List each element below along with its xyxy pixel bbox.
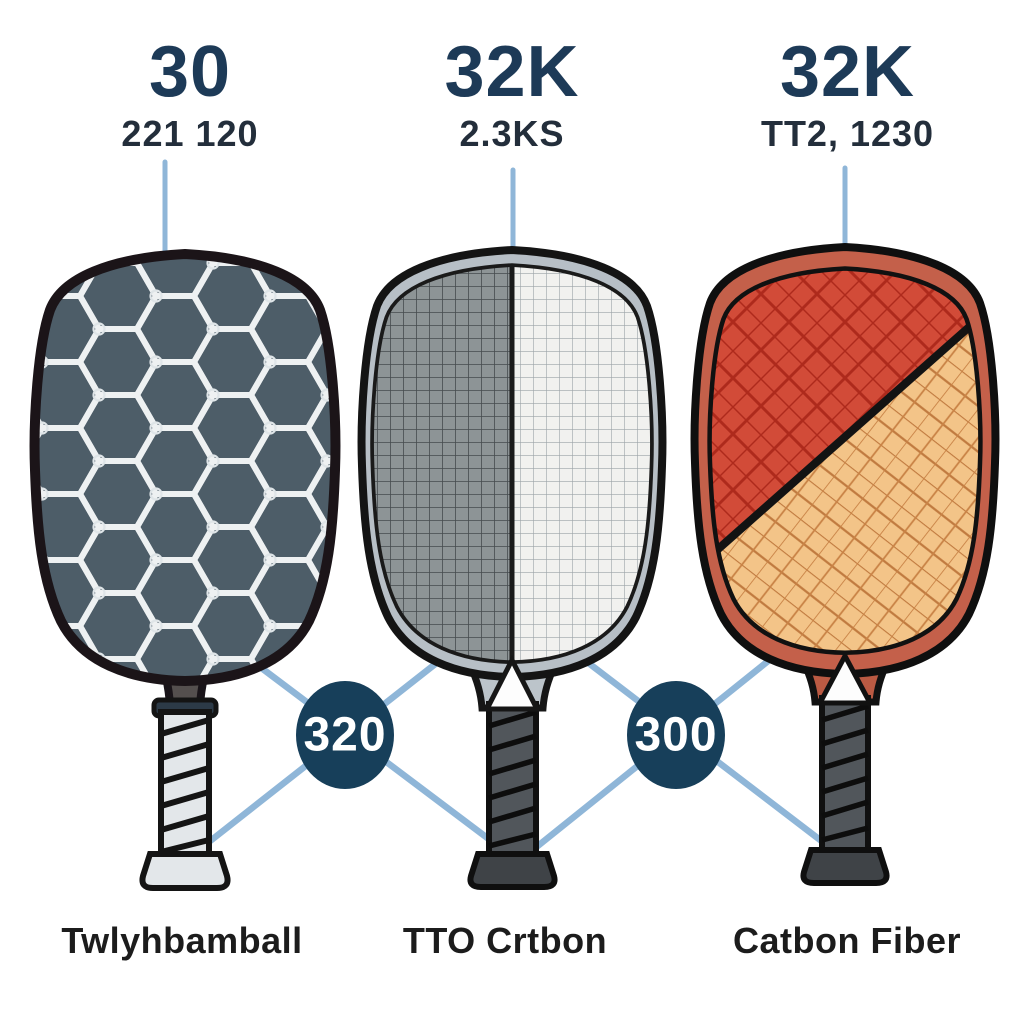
- paddle-honeycomb: [29, 248, 341, 891]
- grip-butt-cap: [467, 851, 558, 890]
- stat-detail: 221 120: [121, 113, 259, 155]
- grip-wrap-lines: [160, 717, 210, 855]
- grip-wrap-lines: [821, 703, 869, 843]
- stat-badge-circle: [627, 681, 725, 789]
- paddle-name-label: TTO Crtbon: [402, 920, 608, 961]
- paddle-red-tan-weave: [690, 242, 1000, 886]
- throat-notch: [482, 654, 542, 712]
- stat-value: 32K: [779, 32, 916, 112]
- paddle-name-label: Catbon Fiber: [733, 920, 961, 961]
- paddle-face: [29, 248, 341, 687]
- stat-badge-circle: [296, 681, 394, 789]
- grip-wrap-lines: [488, 709, 537, 849]
- paddle-carbon-grid: [357, 245, 667, 890]
- stat-column-2: 32K 2.3KS: [357, 32, 667, 155]
- throat-notch: [815, 650, 875, 706]
- stat-value: 30: [148, 32, 232, 112]
- stat-column-3: 32K TT2, 1230: [690, 32, 1005, 155]
- paddle-name-label: Twlyhbamball: [61, 920, 303, 961]
- stat-badge-value: 300: [634, 708, 718, 762]
- stat-value: 32K: [444, 32, 580, 112]
- stat-detail: 2.3KS: [459, 113, 565, 155]
- grip-butt-cap: [139, 851, 231, 891]
- grip-butt-cap: [800, 847, 890, 886]
- paddle-grip: [158, 709, 212, 859]
- paddle-face: [709, 268, 981, 653]
- stat-column-1: 30 221 120: [35, 32, 345, 155]
- stat-badge-value: 320: [303, 708, 387, 762]
- paddle-face: [372, 265, 652, 663]
- stat-detail: TT2, 1230: [760, 113, 935, 155]
